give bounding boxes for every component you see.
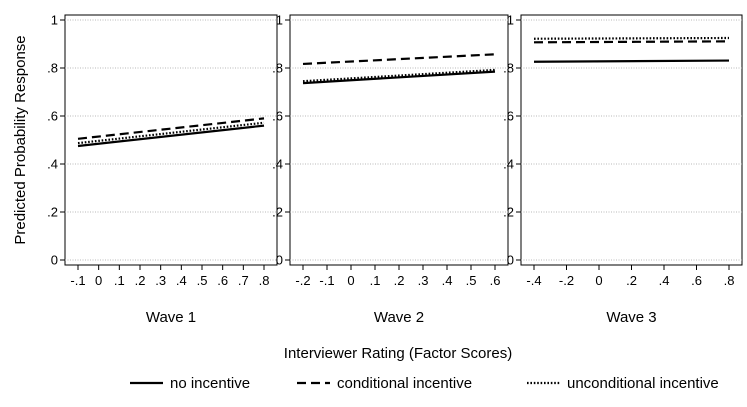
y-tick-label: 1 bbox=[507, 13, 514, 28]
x-tick-label: .6 bbox=[691, 273, 702, 288]
panel-title: Wave 2 bbox=[374, 309, 424, 326]
y-tick-label: .6 bbox=[503, 109, 514, 124]
y-tick-label: 1 bbox=[51, 13, 58, 28]
x-tick-label: .1 bbox=[114, 273, 125, 288]
x-tick-label: .6 bbox=[490, 273, 501, 288]
series-line-unconditional-incentive bbox=[533, 36, 730, 40]
x-tick-label: .4 bbox=[176, 273, 187, 288]
legend-label: conditional incentive bbox=[337, 375, 472, 392]
x-tick-label: .4 bbox=[659, 273, 670, 288]
y-tick-label: .2 bbox=[47, 205, 58, 220]
series-line-no-incentive bbox=[77, 124, 265, 148]
panel-wave-1: 0 .2 .4 .6 .8 1 -.1 0 .1 .2 .3 .4 .5 .6 .7 .8 Wave 1 bbox=[47, 13, 278, 326]
y-tick-label: .2 bbox=[503, 205, 514, 220]
y-tick-label: 1 bbox=[276, 13, 283, 28]
panel-title: Wave 1 bbox=[146, 309, 196, 326]
panel-frame bbox=[64, 14, 278, 266]
series-line-no-incentive bbox=[302, 70, 496, 85]
series-line-unconditional-incentive bbox=[302, 68, 496, 83]
legend-label: no incentive bbox=[170, 375, 250, 392]
panel-title: Wave 3 bbox=[606, 309, 656, 326]
panel-frame bbox=[520, 14, 743, 266]
x-tick-label: .3 bbox=[418, 273, 429, 288]
x-tick-label: -.2 bbox=[559, 273, 574, 288]
y-tick-label: .2 bbox=[272, 205, 283, 220]
x-tick-label: .5 bbox=[197, 273, 208, 288]
x-tick-label: -.2 bbox=[295, 273, 310, 288]
y-tick-label: .4 bbox=[47, 157, 58, 172]
legend: no incentive conditional incentive uncondi… bbox=[130, 375, 719, 392]
y-tick-label: 0 bbox=[276, 253, 283, 268]
x-tick-label: .2 bbox=[626, 273, 637, 288]
x-tick-label: .1 bbox=[370, 273, 381, 288]
panel-wave-3: 0 .2 .4 .6 .8 1 -.4 -.2 0 .2 .4 .6 .8 Wave 3 bbox=[503, 13, 743, 326]
x-tick-label: 0 bbox=[347, 273, 354, 288]
y-tick-label: .6 bbox=[47, 109, 58, 124]
x-tick-label: .8 bbox=[259, 273, 270, 288]
y-tick-label: .4 bbox=[272, 157, 283, 172]
x-tick-label: .2 bbox=[135, 273, 146, 288]
x-tick-label: -.1 bbox=[70, 273, 85, 288]
y-tick-label: .8 bbox=[503, 61, 514, 76]
series-line-no-incentive bbox=[533, 59, 730, 63]
y-tick-label: 0 bbox=[51, 253, 58, 268]
y-axis-label: Predicted Probability Response bbox=[12, 35, 29, 244]
x-tick-label: .2 bbox=[394, 273, 405, 288]
legend-label: unconditional incentive bbox=[567, 375, 719, 392]
x-tick-label: .4 bbox=[442, 273, 453, 288]
x-tick-label: -.1 bbox=[319, 273, 334, 288]
series-line-conditional-incentive bbox=[77, 117, 265, 140]
y-tick-label: .4 bbox=[503, 157, 514, 172]
x-tick-label: .7 bbox=[238, 273, 249, 288]
x-tick-label: 0 bbox=[595, 273, 602, 288]
x-tick-label: .5 bbox=[466, 273, 477, 288]
series-line-conditional-incentive bbox=[533, 40, 730, 44]
series-line-conditional-incentive bbox=[302, 53, 496, 66]
y-tick-label: .6 bbox=[272, 109, 283, 124]
panel-frame bbox=[289, 14, 509, 266]
x-tick-label: -.4 bbox=[526, 273, 541, 288]
panel-wave-2: 0 .2 .4 .6 .8 1 -.2 -.1 0 .1 .2 .3 .4 .5 .6 Wave 2 bbox=[272, 13, 509, 326]
x-tick-label: .3 bbox=[155, 273, 166, 288]
x-axis-label: Interviewer Rating (Factor Scores) bbox=[284, 345, 512, 362]
y-tick-label: .8 bbox=[47, 61, 58, 76]
series-line-unconditional-incentive bbox=[77, 121, 265, 145]
y-tick-label: 0 bbox=[507, 253, 514, 268]
panels-group: 0 .2 .4 .6 .8 1 -.1 0 .1 .2 .3 .4 .5 .6 .7 .8 Wave 1 0 .2.… bbox=[47, 13, 743, 326]
x-tick-label: .8 bbox=[724, 273, 735, 288]
y-tick-label: .8 bbox=[272, 61, 283, 76]
x-tick-label: .6 bbox=[217, 273, 228, 288]
x-tick-label: 0 bbox=[95, 273, 102, 288]
